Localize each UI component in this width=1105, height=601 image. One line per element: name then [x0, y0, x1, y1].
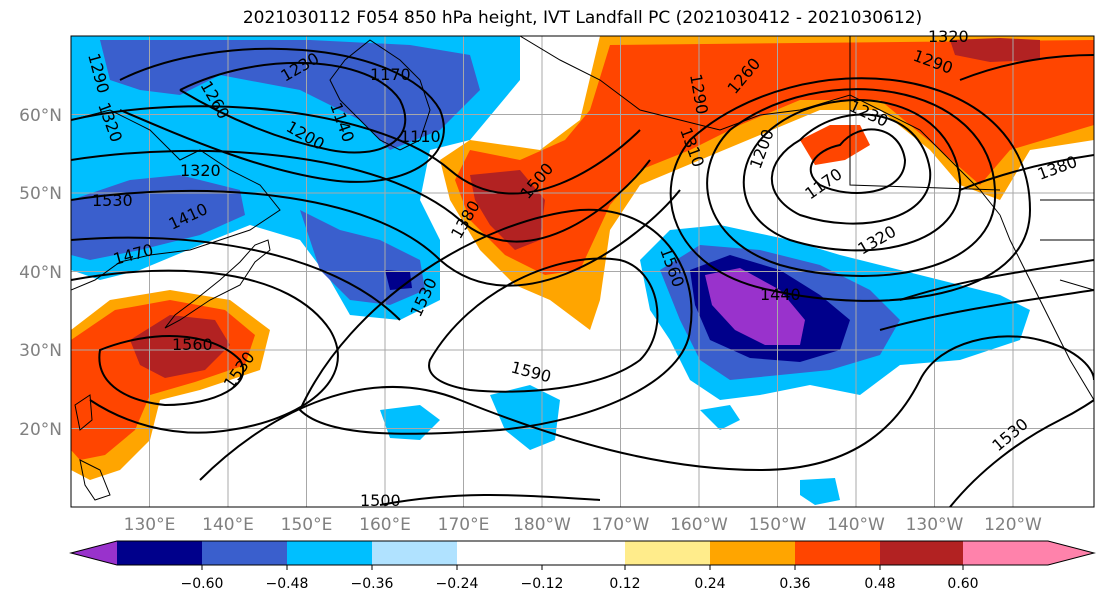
contour-label: 1500 [360, 491, 401, 510]
lon-label: 170°E [438, 515, 490, 535]
shade-positive-topright [950, 38, 1040, 62]
lon-label: 150°E [281, 515, 333, 535]
contour-line [899, 259, 1094, 301]
lon-axis: 130°E 140°E 150°E 160°E 170°E 180°W 170°… [124, 515, 1042, 535]
lat-label: 50°N [19, 184, 62, 204]
lon-label: 180°W [513, 515, 571, 535]
contour-line [71, 236, 401, 321]
contour-line [119, 47, 445, 183]
lon-label: 140°W [827, 515, 885, 535]
colorbar: −0.60 −0.48 −0.36 −0.24 −0.12 0.12 0.24 … [69, 540, 1096, 592]
shade-negative-band-left [71, 175, 245, 260]
colorbar-swatch [542, 541, 625, 565]
contour-line [71, 269, 339, 434]
colorbar-tick-label: −0.36 [351, 576, 394, 592]
colorbar-tick-label: 0.36 [779, 576, 810, 592]
colorbar-swatch [625, 541, 710, 565]
colorbar-tick-label: −0.48 [266, 576, 309, 592]
contour-line [742, 99, 962, 252]
colorbar-tick-label: 0.24 [694, 576, 725, 592]
contour-line [298, 208, 693, 435]
colorbar-ticks [201, 565, 964, 570]
shade-negative-patch-4 [700, 405, 740, 430]
colorbar-tick-label: 0.48 [864, 576, 895, 592]
contour-label: 1440 [760, 285, 801, 304]
colorbar-swatch [457, 541, 542, 565]
colorbar-swatch [287, 541, 372, 565]
lon-label: 140°E [202, 515, 254, 535]
shade-negative-patch-3 [800, 478, 840, 505]
coastlines [71, 36, 1094, 501]
colorbar-tick-label: −0.60 [181, 576, 224, 592]
colorbar-swatch [880, 541, 963, 565]
contour-label: 1560 [172, 335, 213, 354]
colorbar-swatch [963, 541, 1094, 565]
contour-line [71, 105, 641, 195]
contour-label: 1170 [370, 65, 411, 84]
lat-label: 40°N [19, 263, 62, 283]
map-frame [70, 35, 1095, 508]
contour-line [809, 128, 907, 194]
contour-line [959, 54, 1094, 81]
contour-line [179, 61, 407, 154]
contour-label: 1320 [180, 161, 221, 180]
colorbar-swatch [710, 541, 795, 565]
contour-line [379, 494, 601, 506]
lon-label: 170°W [592, 515, 650, 535]
contour-line [669, 77, 1032, 302]
colorbar-swatch [202, 541, 287, 565]
lon-label: 150°W [749, 515, 807, 535]
shade-negative-patch-2 [380, 405, 440, 440]
height-contours [71, 47, 1094, 507]
colorbar-tick-label: −0.12 [521, 576, 564, 592]
map-title: 2021030112 F054 850 hPa height, IVT Land… [242, 8, 923, 28]
contour-line [428, 257, 659, 393]
contour-line [879, 289, 1094, 331]
lat-label: 30°N [19, 341, 62, 361]
colorbar-outline [69, 540, 1096, 566]
shade-positive-west-core [130, 315, 230, 378]
contour-label: 1530 [92, 191, 133, 210]
colorbar-tick-labels: −0.60 −0.48 −0.36 −0.24 −0.12 0.12 0.24 … [181, 576, 979, 592]
colorbar-tick-label: −0.24 [436, 576, 479, 592]
contour-line [706, 88, 997, 277]
lon-label: 130°W [906, 515, 964, 535]
colorbar-swatch [372, 541, 457, 565]
shade-negative-central-core [705, 268, 805, 345]
lon-label: 160°W [670, 515, 728, 535]
colorbar-tick-label: 0.60 [947, 576, 978, 592]
lon-label: 160°E [359, 515, 411, 535]
contour-label: 1110 [400, 127, 441, 146]
contour-line [98, 335, 245, 407]
colorbar-swatch [117, 541, 202, 565]
lat-label: 60°N [19, 106, 62, 126]
colorbar-swatch [71, 541, 117, 565]
lat-axis: 20°N 30°N 40°N 50°N 60°N [19, 106, 62, 440]
lon-label: 120°W [984, 515, 1042, 535]
lon-label: 130°E [124, 515, 176, 535]
contour-line [959, 154, 1094, 191]
colorbar-tick-label: 0.12 [609, 576, 640, 592]
contour-line [199, 335, 1094, 481]
lat-label: 20°N [19, 420, 62, 440]
colorbar-swatch [795, 541, 880, 565]
contour-line [770, 113, 932, 225]
contour-line [949, 399, 1094, 507]
